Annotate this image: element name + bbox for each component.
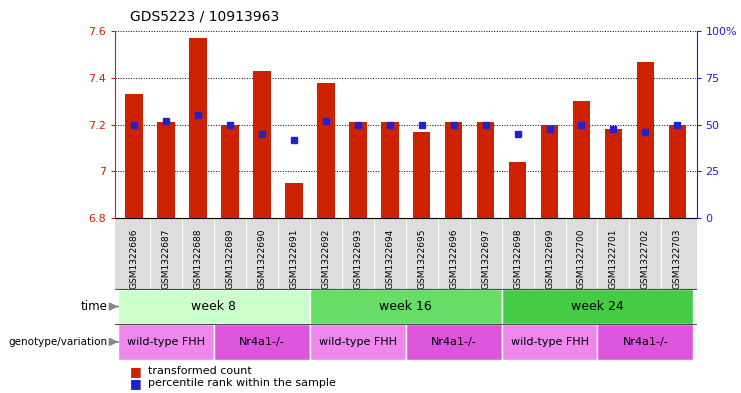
Bar: [405, 324, 502, 360]
Text: week 8: week 8: [191, 300, 236, 313]
Text: GSM1322695: GSM1322695: [417, 229, 426, 289]
Bar: [349, 123, 367, 218]
Bar: [118, 324, 214, 360]
Bar: [214, 324, 310, 360]
Bar: [445, 123, 462, 218]
Bar: [605, 129, 622, 218]
Text: GSM1322703: GSM1322703: [673, 229, 682, 289]
Text: wild-type FHH: wild-type FHH: [511, 337, 588, 347]
Text: GSM1322698: GSM1322698: [513, 229, 522, 289]
Text: GSM1322697: GSM1322697: [481, 229, 490, 289]
Bar: [637, 62, 654, 218]
Text: time: time: [81, 300, 107, 313]
Bar: [502, 324, 597, 360]
Bar: [221, 125, 239, 218]
Text: wild-type FHH: wild-type FHH: [319, 337, 396, 347]
Text: GSM1322688: GSM1322688: [193, 229, 202, 289]
Bar: [317, 83, 335, 218]
Bar: [573, 101, 591, 218]
Bar: [476, 123, 494, 218]
Text: GSM1322696: GSM1322696: [449, 229, 458, 289]
Text: GSM1322701: GSM1322701: [609, 229, 618, 289]
Text: GSM1322689: GSM1322689: [225, 229, 234, 289]
Text: wild-type FHH: wild-type FHH: [127, 337, 205, 347]
Bar: [157, 123, 175, 218]
Text: GSM1322693: GSM1322693: [353, 229, 362, 289]
Text: genotype/variation: genotype/variation: [8, 337, 107, 347]
Text: percentile rank within the sample: percentile rank within the sample: [148, 378, 336, 388]
Bar: [118, 289, 310, 324]
Text: ■: ■: [130, 365, 142, 378]
Text: GSM1322692: GSM1322692: [322, 229, 330, 289]
Text: Nr4a1-/-: Nr4a1-/-: [622, 337, 668, 347]
Bar: [413, 132, 431, 218]
Bar: [597, 324, 694, 360]
Text: week 16: week 16: [379, 300, 432, 313]
Text: GSM1322687: GSM1322687: [162, 229, 170, 289]
Bar: [668, 125, 686, 218]
Text: GSM1322700: GSM1322700: [577, 229, 586, 289]
Bar: [381, 123, 399, 218]
Text: GSM1322694: GSM1322694: [385, 229, 394, 289]
Text: transformed count: transformed count: [148, 366, 252, 376]
Text: GSM1322702: GSM1322702: [641, 229, 650, 289]
Text: GDS5223 / 10913963: GDS5223 / 10913963: [130, 9, 279, 24]
Text: Nr4a1-/-: Nr4a1-/-: [431, 337, 476, 347]
Text: GSM1322686: GSM1322686: [130, 229, 139, 289]
Text: week 24: week 24: [571, 300, 624, 313]
Bar: [541, 125, 558, 218]
Bar: [285, 183, 302, 218]
Bar: [502, 289, 694, 324]
Bar: [115, 218, 697, 289]
Bar: [310, 289, 502, 324]
Bar: [125, 94, 143, 218]
Text: GSM1322699: GSM1322699: [545, 229, 554, 289]
Bar: [189, 39, 207, 218]
Bar: [253, 71, 270, 218]
Text: GSM1322691: GSM1322691: [289, 229, 299, 289]
Bar: [310, 324, 406, 360]
Text: ■: ■: [130, 376, 142, 390]
Text: GSM1322690: GSM1322690: [257, 229, 266, 289]
Text: Nr4a1-/-: Nr4a1-/-: [239, 337, 285, 347]
Bar: [509, 162, 526, 218]
